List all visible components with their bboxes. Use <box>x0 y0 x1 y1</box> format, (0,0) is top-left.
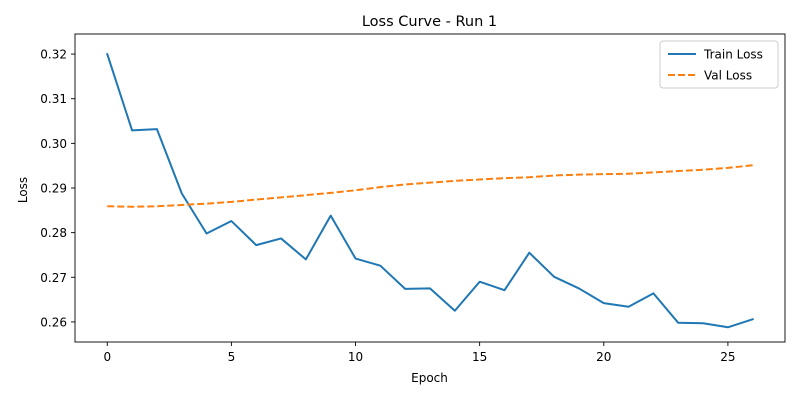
plot-area: 0 5 10 15 20 25 0.26 0.27 0.28 0.29 0.30 0.31 0.32 Tr… <box>40 33 786 364</box>
y-tick-label: 0.26 <box>40 315 67 329</box>
x-tick-label: 10 <box>348 350 363 364</box>
series-line-train-loss <box>106 52 754 329</box>
y-axis-label: Loss <box>16 177 30 203</box>
y-tick-label: 0.28 <box>40 226 67 240</box>
y-tick-label: 0.32 <box>40 48 67 62</box>
y-tick-label: 0.29 <box>40 182 67 196</box>
y-tick-label: 0.27 <box>40 271 67 285</box>
x-tick-label: 25 <box>720 350 735 364</box>
x-axis-label: Epoch <box>411 371 448 385</box>
x-tick-label: 0 <box>103 350 111 364</box>
x-tick-label: 15 <box>472 350 487 364</box>
legend-label: Train Loss <box>703 48 763 62</box>
legend-label: Val Loss <box>704 69 752 83</box>
y-tick-label: 0.31 <box>40 92 67 106</box>
y-tick-label: 0.30 <box>40 137 67 151</box>
legend-box <box>659 40 779 89</box>
chart-title: Loss Curve - Run 1 <box>362 14 497 30</box>
x-tick-label: 5 <box>228 350 236 364</box>
series-line-val-loss <box>107 164 753 208</box>
x-tick-label: 20 <box>596 350 611 364</box>
